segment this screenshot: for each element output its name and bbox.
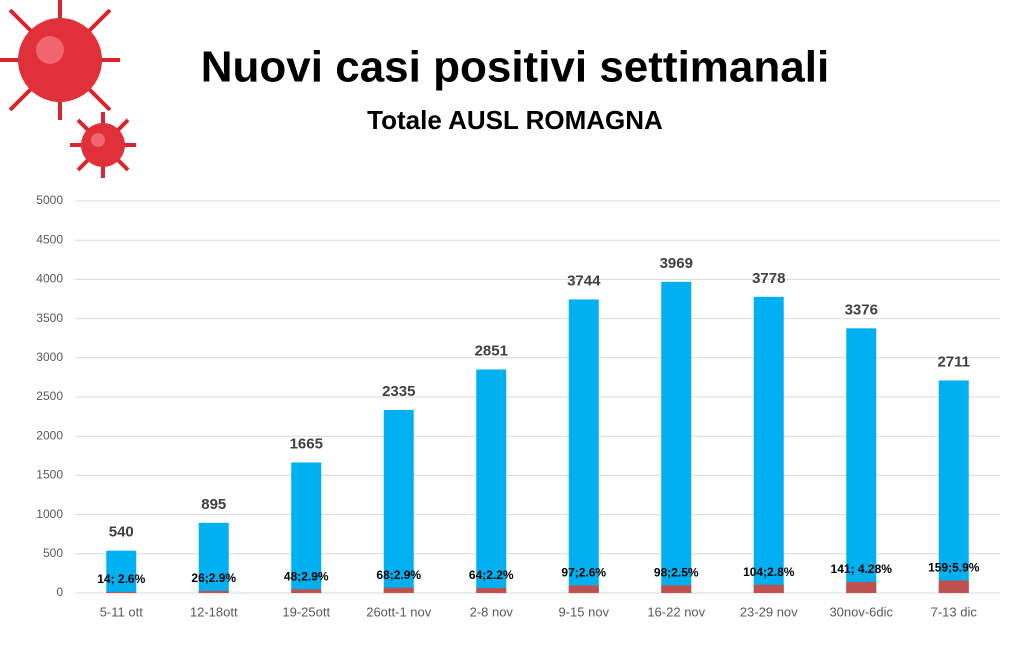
bar — [291, 589, 322, 593]
y-tick-label: 0 — [56, 585, 63, 599]
data-label: 97;2.6% — [561, 566, 606, 580]
bar — [753, 296, 784, 593]
data-label: 48;2.9% — [284, 569, 329, 583]
bar — [383, 587, 414, 593]
bar — [938, 580, 969, 593]
bar — [383, 409, 414, 593]
y-tick-label: 2500 — [36, 389, 63, 403]
bar — [938, 380, 969, 593]
bar — [476, 587, 507, 593]
x-tick-label: 23-29 nov — [740, 604, 798, 619]
y-tick-label: 3500 — [36, 311, 63, 325]
bar — [846, 581, 877, 593]
bar — [198, 590, 229, 593]
x-tick-label: 16-22 nov — [647, 604, 705, 619]
bar — [568, 299, 599, 593]
y-tick-label: 4000 — [36, 272, 63, 286]
y-tick-label: 3000 — [36, 350, 63, 364]
data-label: 98;2.5% — [654, 565, 699, 579]
bar — [661, 281, 692, 593]
y-tick-label: 2000 — [36, 428, 63, 442]
bar — [106, 550, 137, 593]
data-label: 3778 — [752, 270, 785, 287]
bar — [846, 328, 877, 593]
x-tick-label: 7-13 dic — [931, 604, 978, 619]
data-label: 3376 — [845, 301, 878, 318]
x-tick-label: 2-8 nov — [470, 604, 514, 619]
data-label: 540 — [109, 524, 134, 541]
bar — [476, 369, 507, 593]
data-label: 2851 — [475, 342, 508, 359]
data-label: 1665 — [290, 435, 323, 452]
x-tick-label: 12-18ott — [190, 604, 238, 619]
bar — [661, 585, 692, 593]
y-tick-label: 5000 — [36, 193, 63, 207]
x-tick-label: 5-11 ott — [100, 604, 144, 619]
data-label: 2711 — [937, 353, 970, 370]
bar — [106, 591, 137, 593]
bar — [753, 584, 784, 593]
x-tick-label: 26ott-1 nov — [366, 604, 432, 619]
data-label: 3744 — [567, 272, 601, 289]
data-label: 2335 — [382, 383, 415, 400]
data-label: 64;2.2% — [469, 568, 514, 582]
bar — [198, 522, 229, 593]
bar — [291, 462, 322, 593]
data-label: 3969 — [660, 255, 693, 272]
y-tick-label: 4500 — [36, 232, 63, 246]
data-label: 104;2.8% — [743, 565, 795, 579]
chart-title: Nuovi casi positivi settimanali — [201, 43, 829, 92]
chart-subtitle: Totale AUSL ROMAGNA — [367, 105, 663, 135]
data-label: 68;2.9% — [376, 568, 421, 582]
bar — [568, 585, 599, 593]
y-tick-label: 1000 — [36, 507, 63, 521]
x-tick-label: 9-15 nov — [558, 604, 609, 619]
data-label: 141; 4.28% — [831, 562, 893, 576]
x-tick-label: 30nov-6dic — [829, 604, 893, 619]
virus-decoration — [0, 0, 136, 178]
x-tick-label: 19-25ott — [282, 604, 330, 619]
y-tick-label: 500 — [43, 546, 63, 560]
data-label: 159;5.9% — [928, 561, 980, 575]
data-label: 895 — [201, 496, 226, 513]
y-tick-label: 1500 — [36, 468, 63, 482]
data-label: 14; 2.6% — [97, 572, 145, 586]
data-label: 26;2.9% — [191, 571, 236, 585]
